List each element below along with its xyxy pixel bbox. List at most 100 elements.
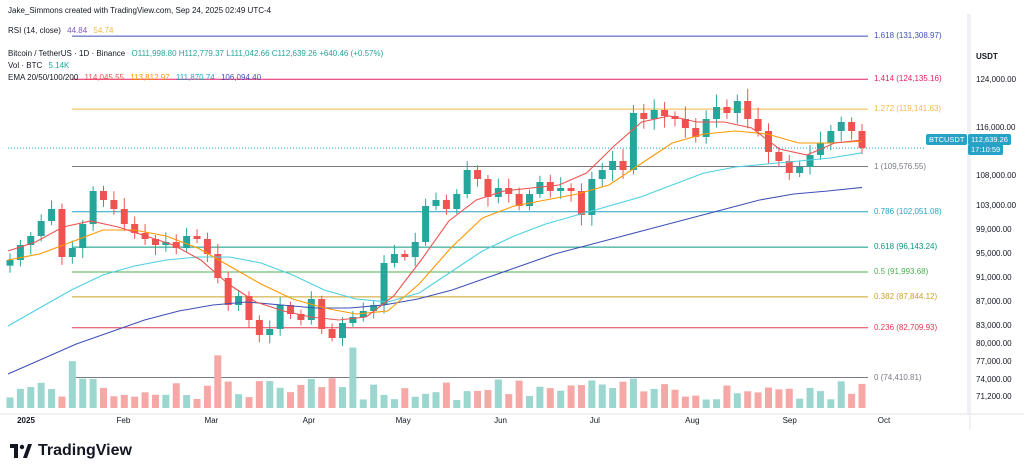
volume-bar-60	[629, 378, 637, 408]
candle-body-73	[764, 131, 772, 152]
symbol-label: Bitcoin / TetherUS · 1D · Binance	[8, 49, 126, 58]
price-tick-1: 74,000.00	[976, 375, 1012, 384]
candle-body-9	[100, 191, 108, 200]
volume-bar-51	[536, 386, 544, 408]
ema100-line	[7, 152, 863, 327]
volume-bar-73	[764, 387, 772, 408]
volume-bar-40	[422, 393, 430, 408]
volume-bar-63	[661, 384, 669, 408]
price-tick-11: 116,000.00	[976, 123, 1016, 132]
ohlc-values: O111,998.80 H112,779.37 L111,042.66 C112…	[131, 49, 384, 58]
volume-bar-44	[463, 391, 471, 408]
candle-body-41	[432, 200, 440, 206]
price-tick-10: 108,000.00	[976, 171, 1017, 180]
fib-label-3: 1 (109,576.55)	[872, 161, 929, 171]
volume-bar-14	[151, 394, 159, 408]
candle-body-72	[754, 119, 762, 131]
tradingview-logo-icon	[10, 444, 32, 458]
candle-body-43	[453, 194, 461, 209]
candle-body-30	[318, 299, 326, 329]
candle-body-67	[702, 119, 710, 137]
candle-body-62	[650, 110, 658, 119]
candle-body-4	[48, 209, 56, 221]
candle-body-80	[837, 122, 845, 131]
fib-label-8: 0.236 (82,709.93)	[872, 322, 940, 332]
volume-bar-38	[401, 388, 409, 408]
price-tick-5: 87,000.00	[976, 297, 1012, 306]
volume-bar-3	[37, 382, 45, 408]
price-tick-12: 124,000.00	[976, 75, 1017, 84]
credit-text: Jake_Simmons created with TradingView.co…	[8, 6, 272, 15]
price-tick-4: 83,000.00	[976, 321, 1012, 330]
volume-bar-62	[650, 388, 658, 408]
candle-body-6	[68, 248, 76, 257]
candle-body-27	[287, 305, 295, 314]
candle-body-23	[245, 296, 253, 320]
volume-bar-45	[474, 390, 482, 408]
volume-bar-71	[744, 391, 752, 408]
volume-bar-80	[837, 381, 845, 408]
volume-bar-54	[567, 385, 575, 408]
volume-bar-64	[671, 389, 679, 408]
ema100-value: 111,870.74	[175, 73, 215, 82]
candle-body-37	[390, 254, 398, 263]
candle-body-66	[692, 128, 700, 137]
volume-bar-39	[411, 396, 419, 408]
candle-body-46	[484, 179, 492, 197]
candle-body-81	[848, 122, 856, 131]
volume-bar-72	[754, 392, 762, 408]
candle-body-28	[297, 314, 305, 320]
ema-legend: EMA 20/50/100/200 114,045.55 113,812.97 …	[8, 73, 265, 82]
volume-bar-82	[858, 383, 866, 408]
ema-label: EMA 20/50/100/200	[8, 73, 79, 82]
volume-bar-13	[141, 392, 149, 408]
date-tick-7: Aug	[685, 416, 700, 425]
candle-body-60	[629, 113, 637, 170]
volume-bar-6	[68, 361, 76, 408]
volume-bar-48	[505, 394, 513, 408]
logo-text: TradingView	[38, 442, 132, 459]
candle-body-10	[110, 200, 118, 209]
volume-bar-68	[713, 399, 721, 408]
fib-label-6: 0.5 (91,993.68)	[872, 267, 931, 277]
volume-bar-41	[432, 392, 440, 408]
volume-bar-31	[328, 378, 336, 408]
symbol-tag: BTCUSDT	[926, 134, 968, 145]
date-tick-9: Oct	[877, 416, 891, 425]
volume-bar-17	[183, 395, 191, 408]
vol-label: Vol · BTC	[8, 61, 43, 70]
volume-bar-69	[723, 385, 731, 408]
date-tick-4: May	[395, 416, 411, 425]
candle-body-29	[307, 299, 315, 320]
candle-body-18	[193, 236, 201, 239]
candle-body-40	[422, 206, 430, 242]
fib-label-2: 1.272 (119,141.63)	[872, 104, 944, 114]
candle-body-31	[328, 329, 336, 338]
fib-label-4: 0.786 (102,051.08)	[872, 206, 944, 216]
volume-bar-12	[131, 396, 139, 408]
candle-body-65	[681, 119, 689, 128]
volume-bar-67	[702, 399, 710, 408]
volume-bar-30	[318, 387, 326, 408]
candle-body-3	[37, 221, 45, 236]
candle-body-8	[89, 191, 97, 224]
date-tick-1: Feb	[116, 416, 131, 425]
candle-body-42	[442, 200, 450, 209]
volume-bar-34	[359, 399, 367, 408]
candle-body-49	[515, 194, 523, 206]
volume-bar-78	[816, 391, 824, 408]
volume-legend: Vol · BTC 5.14K	[8, 61, 73, 70]
volume-bar-50	[526, 395, 534, 408]
candle-body-24	[255, 320, 263, 335]
volume-bar-22	[235, 394, 243, 408]
volume-bar-35	[370, 384, 378, 408]
candle-body-2	[27, 236, 35, 245]
candle-body-68	[713, 107, 721, 119]
candle-body-36	[380, 263, 388, 305]
tradingview-logo[interactable]: TradingView	[10, 442, 132, 460]
volume-bar-56	[588, 380, 596, 408]
volume-bar-33	[349, 347, 357, 408]
date-tick-5: Jun	[494, 416, 508, 425]
candle-body-69	[723, 107, 731, 113]
